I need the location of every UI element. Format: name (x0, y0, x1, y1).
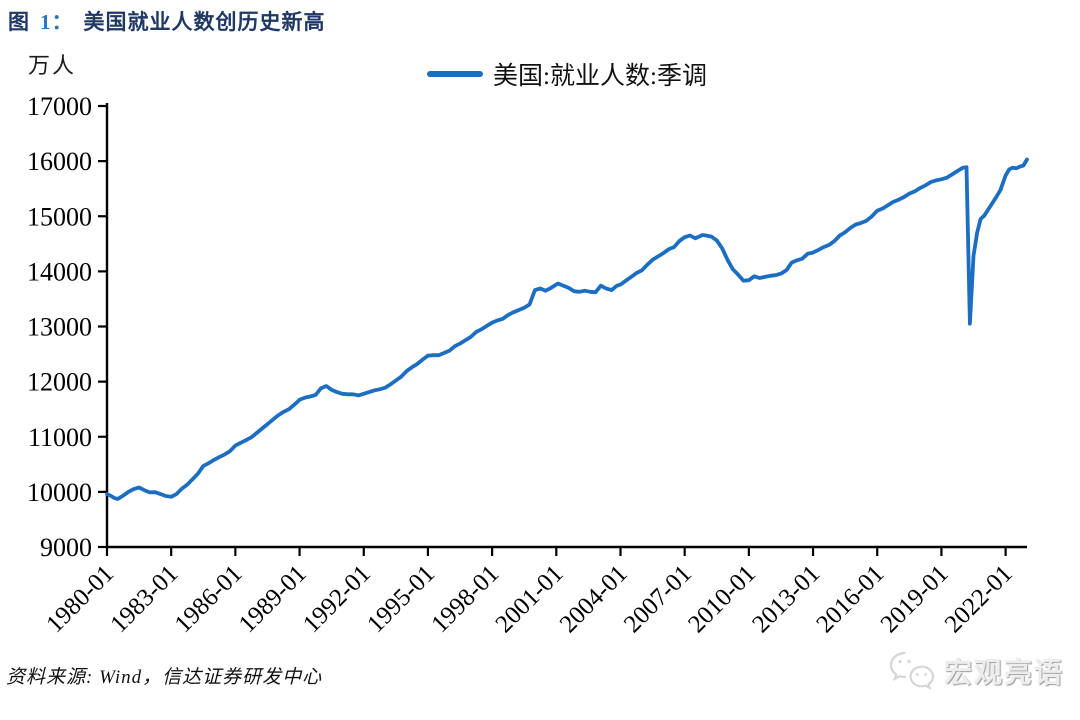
axes (105, 103, 1027, 549)
figure-label: 图 (8, 10, 30, 34)
figure-number: 1： (40, 10, 74, 34)
wechat-icon (889, 651, 935, 690)
x-tick-label: 1995-01 (362, 560, 440, 638)
y-tick-label: 12000 (27, 368, 92, 397)
watermark: 宏观亮语 (888, 650, 1064, 692)
employment-series-line (105, 157, 1029, 501)
x-tick-label: 2001-01 (491, 560, 569, 638)
x-tick-label: 2004-01 (555, 560, 633, 638)
x-tick-label: 1992-01 (298, 560, 376, 638)
x-tick-label: 2007-01 (619, 560, 697, 638)
x-tick-label: 1983-01 (105, 560, 183, 638)
x-tick-label: 2016-01 (811, 560, 889, 638)
y-tick-label: 13000 (27, 313, 92, 342)
source-note: 资料来源: Wind，信达证券研发中心 (6, 667, 323, 688)
x-tick-label: 2019-01 (876, 560, 954, 638)
x-tick-label: 2022-01 (940, 560, 1018, 638)
y-tick-label: 14000 (27, 257, 92, 286)
legend-line-swatch (427, 71, 484, 77)
y-tick-label: 15000 (27, 202, 92, 231)
figure-title-text: 美国就业人数创历史新高 (83, 10, 326, 34)
employment-line-chart: 17000 16000 15000 14000 13000 12000 11000 10000… (27, 92, 1029, 638)
x-tick-label: 2013-01 (747, 560, 825, 638)
watermark-label: 宏观亮语 (943, 657, 1064, 688)
legend-series-label: 美国:就业人数:季调 (493, 63, 707, 90)
figure-title: 图 1： 美国就业人数创历史新高 (8, 6, 326, 36)
x-tick-label: 2010-01 (683, 560, 761, 638)
x-tick-label: 1986-01 (170, 560, 248, 638)
y-tick-label: 16000 (27, 147, 92, 176)
x-tick-label: 1998-01 (426, 560, 504, 638)
y-axis-unit-label: 万人 (28, 53, 77, 78)
x-tick-label: 1980-01 (41, 560, 119, 638)
y-tick-label: 17000 (27, 92, 92, 121)
y-tick-label: 11000 (28, 423, 92, 452)
y-axis-ticks: 17000 16000 15000 14000 13000 12000 11000 10000… (27, 92, 107, 562)
series-lines (105, 157, 1029, 501)
chart-legend: 美国:就业人数:季调 (107, 56, 1027, 92)
x-axis-ticks: 1980-011983-011986-011989-011992-011995-… (41, 547, 1018, 638)
y-tick-label: 10000 (27, 478, 92, 507)
y-tick-label: 9000 (40, 533, 92, 562)
x-tick-label: 1989-01 (234, 560, 312, 638)
